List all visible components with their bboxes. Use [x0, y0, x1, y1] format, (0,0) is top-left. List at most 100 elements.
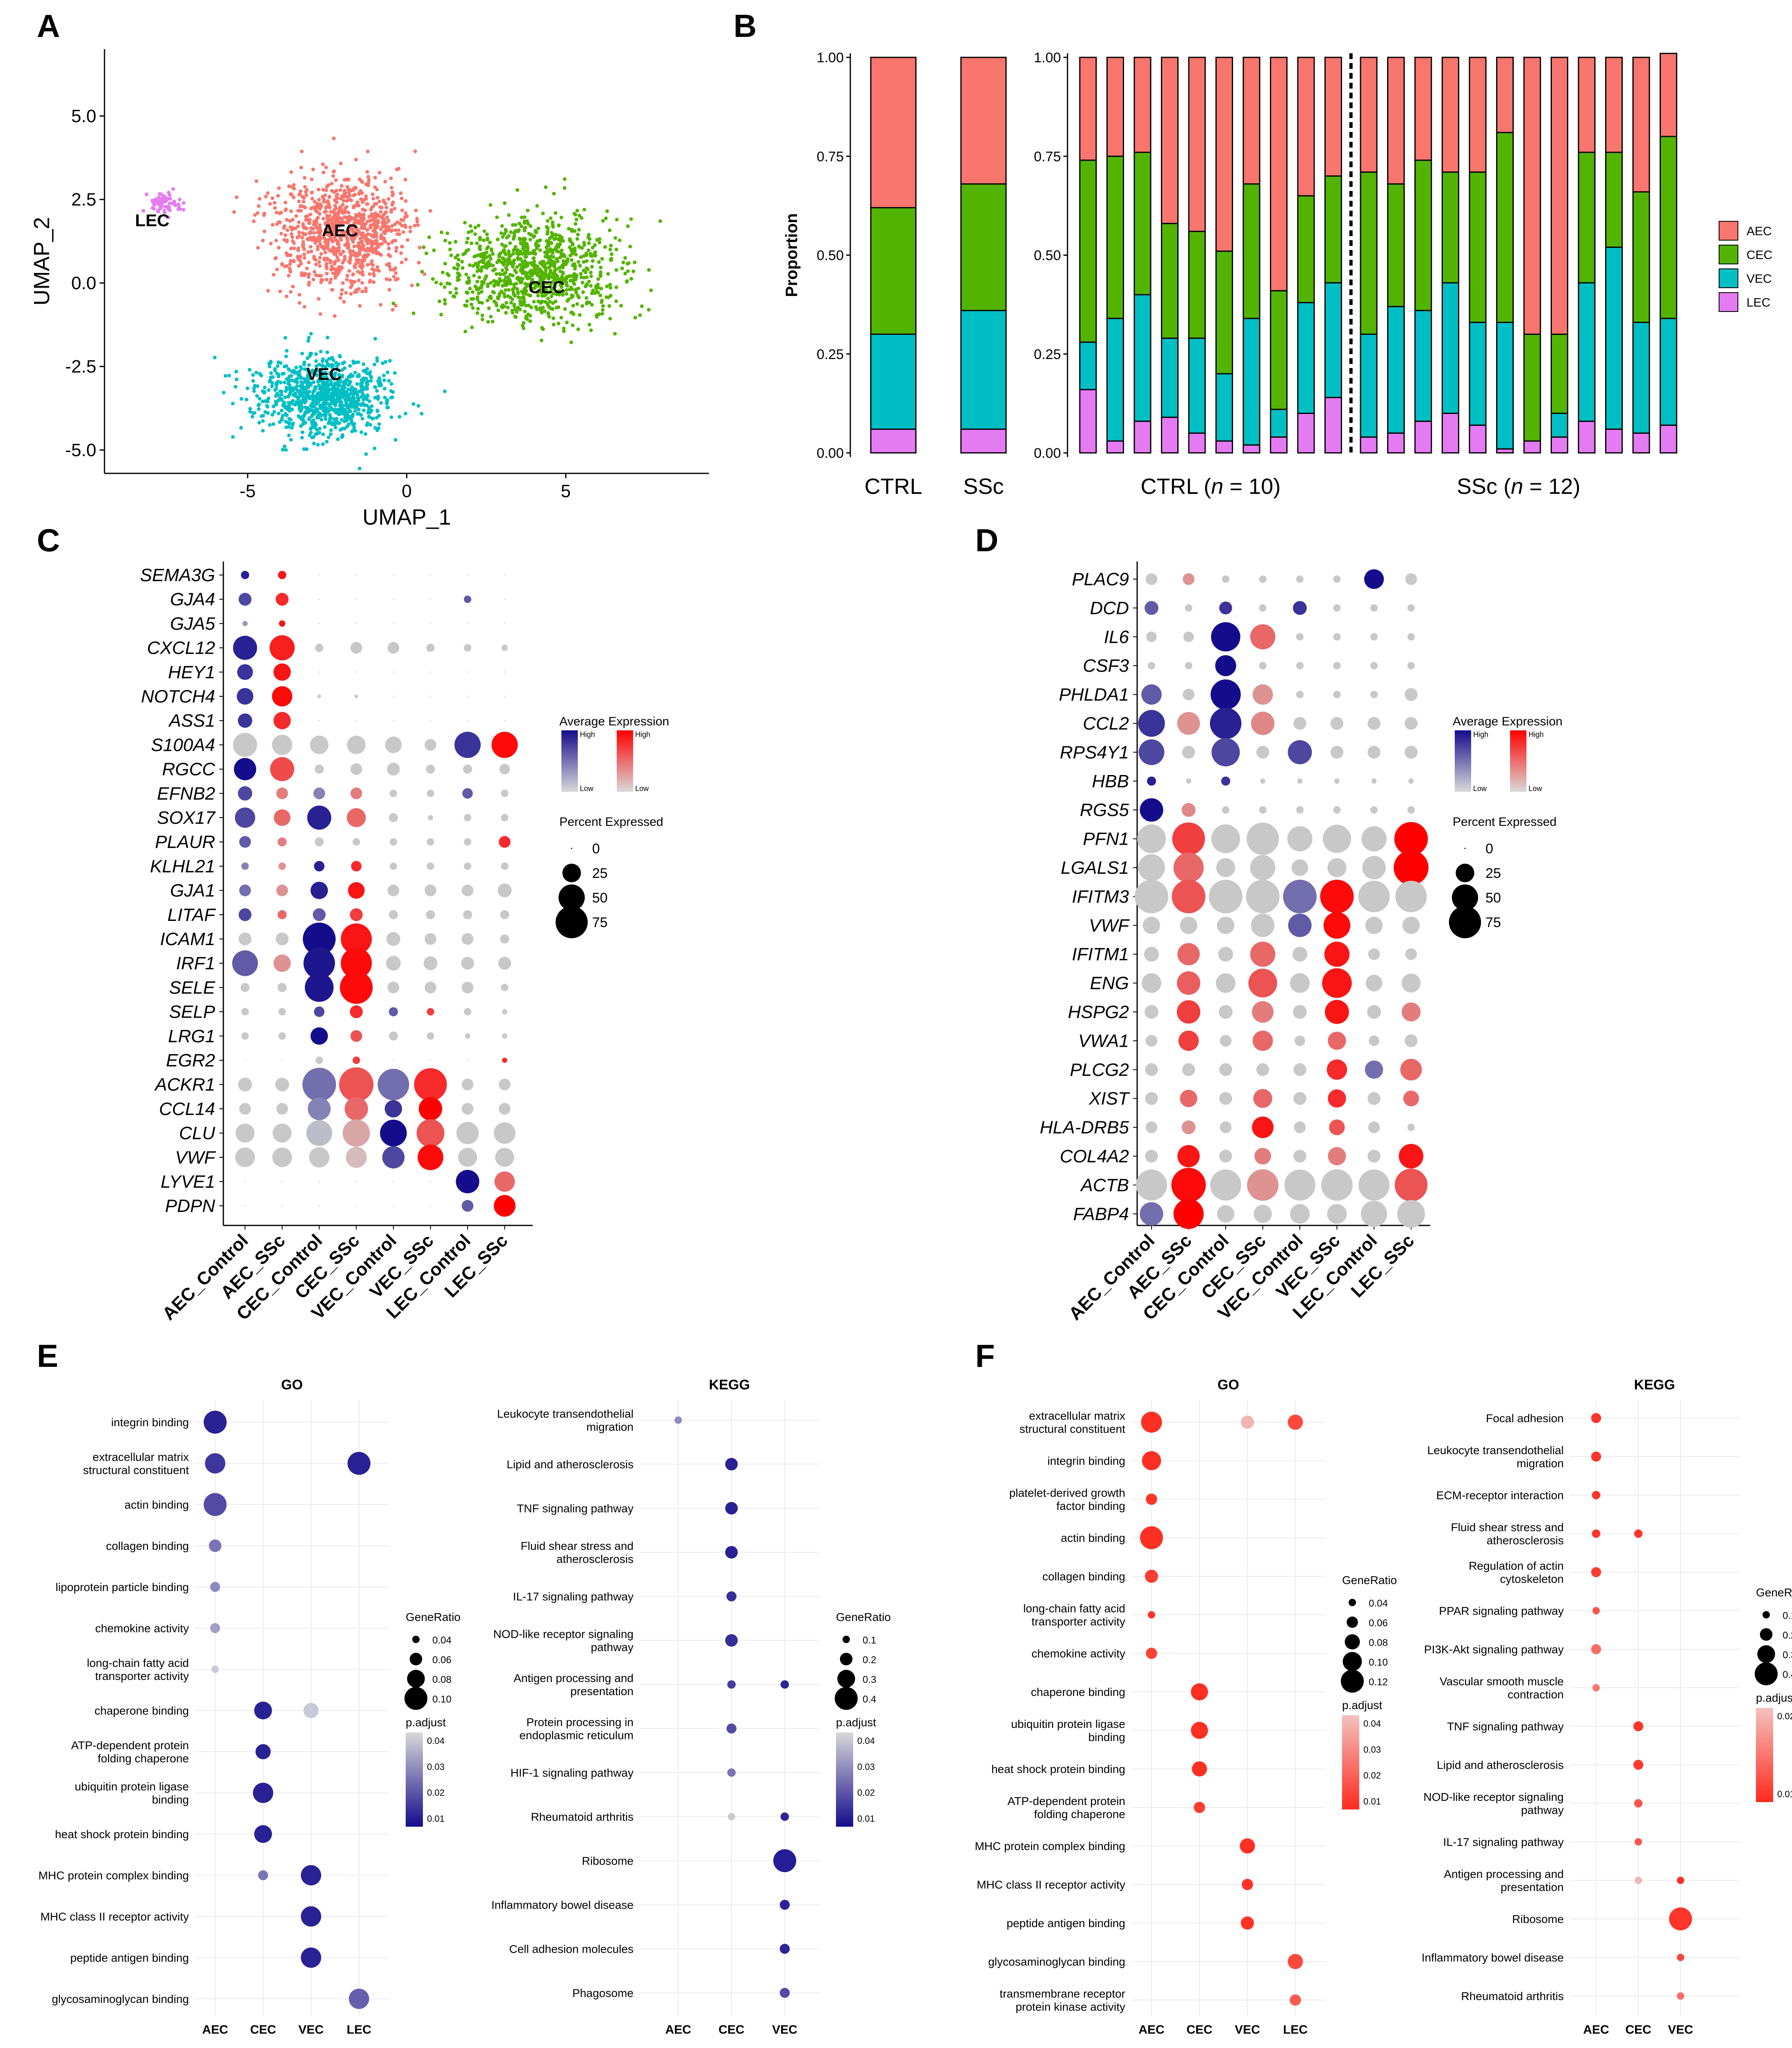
e-go-legend-size-dot	[412, 1636, 420, 1643]
d-dot-FABP4-AEC_Control	[1140, 1202, 1163, 1226]
e-go-title: GO	[281, 1377, 303, 1393]
d-dot-PHLDA1-VEC_Control	[1296, 691, 1304, 698]
d-dot-CCL2-VEC_Control	[1293, 717, 1306, 730]
umap-point-CEC	[479, 285, 483, 289]
panel-label-E: E	[37, 1338, 58, 1374]
e-kegg-legend-size-dot	[843, 1636, 850, 1643]
umap-point-AEC	[399, 218, 403, 222]
umap-point-CEC	[531, 270, 535, 275]
umap-point-CEC	[572, 312, 576, 316]
umap-point-CEC	[514, 315, 518, 319]
d-dot-DCD-LEC_Control	[1370, 604, 1378, 612]
umap-point-CEC	[445, 281, 449, 285]
c-dot-LYVE1-LEC_Control	[456, 1170, 479, 1193]
umap-point-LEC	[151, 200, 155, 204]
c-gene-SEMA3G: SEMA3G	[140, 565, 215, 585]
umap-point-CEC	[591, 245, 595, 250]
umap-point-AEC	[338, 296, 343, 300]
umap-point-AEC	[256, 246, 260, 250]
umap-point-CEC	[518, 263, 522, 267]
umap-point-AEC	[317, 198, 321, 202]
umap-point-AEC	[368, 225, 372, 230]
c-dot-VWF-VEC_SSc	[418, 1144, 443, 1171]
umap-point-VEC	[353, 429, 357, 433]
umap-point-AEC	[356, 200, 360, 205]
e-kegg-dot	[725, 1502, 738, 1515]
umap-point-CEC	[581, 268, 586, 273]
umap-point-AEC	[354, 186, 358, 190]
umap-point-AEC	[276, 194, 280, 198]
umap-point-VEC	[323, 405, 327, 409]
umap-point-VEC	[315, 407, 319, 411]
umap-point-AEC	[332, 136, 336, 141]
umap-point-VEC	[316, 391, 320, 395]
umap-point-CEC	[566, 259, 570, 264]
c-dot-ACKR1-VEC_Control	[377, 1068, 409, 1100]
umap-point-CEC	[633, 260, 637, 264]
umap-point-AEC	[385, 215, 389, 219]
umap-point-VEC	[325, 440, 329, 444]
umap-point-VEC	[375, 428, 379, 432]
e-go-term-line: chaperone binding	[95, 1705, 189, 1717]
umap-point-LEC	[168, 201, 172, 205]
umap-point-CEC	[512, 231, 516, 235]
umap-point-VEC	[368, 399, 372, 403]
umap-point-CEC	[495, 272, 499, 276]
sample-bar-LEC	[1324, 397, 1342, 454]
umap-point-AEC	[360, 219, 364, 223]
f-kegg-term-line: Fluid shear stress and	[1451, 1521, 1564, 1534]
umap-point-CEC	[432, 248, 436, 252]
umap-y-tick-label: -2.5	[65, 357, 96, 377]
umap-point-AEC	[356, 270, 360, 273]
f-kegg-term-label: IL-17 signaling pathway	[1443, 1836, 1564, 1848]
umap-point-AEC	[367, 178, 371, 182]
umap-point-CEC	[565, 288, 569, 292]
umap-point-AEC	[391, 202, 395, 206]
umap-point-CEC	[584, 296, 588, 300]
c-dot-LITAF-AEC_SSc	[277, 910, 287, 919]
c-legend-blue-high: High	[580, 730, 595, 739]
sample-bar-VEC	[1414, 310, 1432, 422]
umap-point-CEC	[485, 238, 489, 242]
umap-point-AEC	[395, 246, 399, 250]
umap-point-AEC	[284, 251, 288, 255]
f-kegg-term-label: Antigen processing and presentation	[1444, 1868, 1564, 1893]
ssc-group-label-count: = 12)	[1523, 474, 1581, 499]
umap-point-CEC	[491, 252, 495, 256]
umap-point-CEC	[504, 311, 508, 315]
umap-point-CEC	[532, 259, 536, 264]
umap-point-AEC	[282, 238, 286, 242]
e-go-legend-padj-label: 0.03	[427, 1762, 445, 1772]
umap-point-AEC	[329, 227, 333, 231]
c-dot-EGR2-AEC_Control	[244, 1059, 246, 1061]
umap-point-CEC	[501, 303, 505, 307]
c-dot-S100A4-VEC_Control	[385, 736, 402, 753]
umap-point-CEC	[585, 302, 589, 306]
umap-point-AEC	[391, 308, 395, 312]
c-dot-ICAM1-AEC_SSc	[275, 932, 289, 946]
f-kegg-legend-size-label: 0.4	[1783, 1669, 1792, 1680]
c-dot-ICAM1-LEC_Control	[461, 933, 474, 945]
umap-point-VEC	[326, 377, 330, 382]
umap-point-CEC	[585, 282, 589, 286]
d-dot-IL6-CEC_SSc	[1250, 624, 1276, 650]
umap-point-CEC	[470, 229, 474, 233]
umap-point-AEC	[340, 217, 344, 221]
umap-point-CEC	[590, 265, 594, 269]
c-dot-NOTCH4-AEC_SSc	[272, 686, 293, 707]
umap-point-CEC	[534, 229, 538, 233]
c-gene-EFNB2: EFNB2	[157, 784, 215, 804]
c-dot-CXCL12-VEC_SSc	[426, 643, 435, 652]
umap-point-AEC	[309, 207, 313, 211]
umap-point-AEC	[327, 195, 332, 199]
umap-point-VEC	[309, 332, 313, 336]
umap-point-CEC	[550, 249, 554, 253]
umap-point-VEC	[239, 426, 243, 430]
f-go-term-line: platelet-derived growth	[1009, 1487, 1125, 1499]
umap-x-tick-label: 0	[402, 481, 411, 501]
e-go-term-label: ATP-dependent protein folding chaperone	[71, 1739, 189, 1765]
umap-point-AEC	[349, 253, 353, 257]
sample-bar-LEC	[1387, 432, 1405, 454]
umap-point-CEC	[507, 249, 511, 253]
c-dot-SOX17-VEC_SSc	[428, 815, 433, 821]
